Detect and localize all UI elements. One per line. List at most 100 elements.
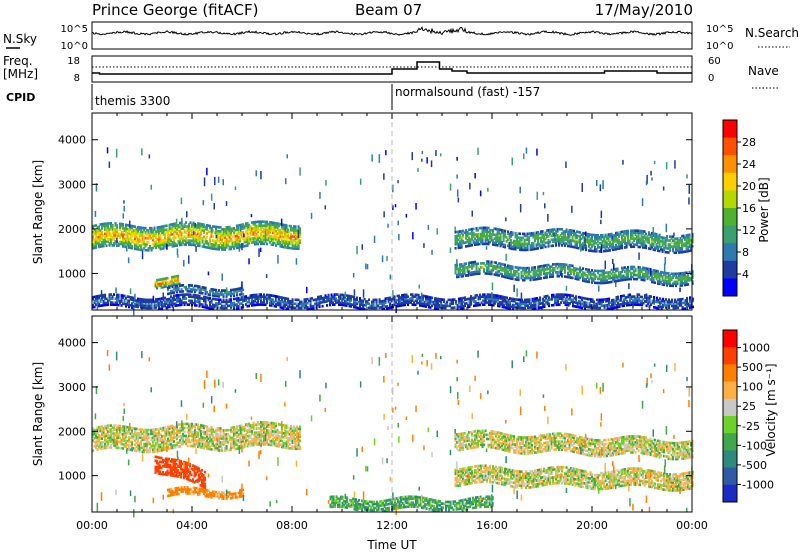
power-cell bbox=[615, 304, 618, 307]
power-cell bbox=[162, 239, 165, 242]
power-cell bbox=[173, 244, 176, 248]
power-cell bbox=[309, 303, 312, 307]
power-cell bbox=[144, 232, 147, 236]
power-cell bbox=[101, 222, 104, 226]
power-cell bbox=[483, 297, 486, 300]
power-cell bbox=[487, 187, 489, 192]
power-cell bbox=[189, 235, 192, 238]
power-cell bbox=[537, 237, 540, 240]
power-cell bbox=[691, 244, 694, 248]
power-cell bbox=[182, 227, 185, 231]
power-cell bbox=[395, 304, 397, 314]
power-cell bbox=[287, 228, 290, 232]
power-cell bbox=[98, 239, 101, 243]
power-cell bbox=[543, 276, 546, 280]
power-cell bbox=[516, 270, 519, 273]
power-cell bbox=[147, 247, 150, 250]
power-cell bbox=[125, 241, 128, 245]
power-cell bbox=[549, 265, 552, 269]
power-cell bbox=[654, 275, 657, 279]
power-cell bbox=[612, 278, 615, 282]
power-cell bbox=[377, 304, 380, 308]
power-cell bbox=[597, 238, 600, 241]
power-cell bbox=[401, 304, 404, 307]
power-cell bbox=[341, 303, 344, 307]
power-cell bbox=[387, 298, 390, 302]
power-cell bbox=[326, 298, 329, 301]
power-cell bbox=[137, 301, 140, 305]
power-cell bbox=[506, 306, 509, 310]
power-cell bbox=[452, 306, 455, 310]
power-cell bbox=[456, 275, 459, 279]
power-cell bbox=[206, 224, 209, 227]
power-cell bbox=[123, 294, 126, 298]
power-cell bbox=[401, 296, 404, 299]
power-cell bbox=[621, 304, 624, 308]
power-cell bbox=[685, 279, 688, 283]
power-cell bbox=[387, 300, 390, 304]
power-cell bbox=[573, 271, 576, 274]
power-cell bbox=[603, 304, 606, 307]
power-cell bbox=[450, 302, 453, 306]
power-cell bbox=[107, 240, 110, 243]
power-cell bbox=[502, 245, 505, 249]
power-cell bbox=[218, 289, 221, 292]
power-cell bbox=[137, 228, 140, 231]
power-cell bbox=[459, 240, 462, 243]
power-cell bbox=[664, 236, 667, 240]
power-cell bbox=[597, 240, 600, 243]
power-cell bbox=[573, 296, 576, 300]
power-cell bbox=[185, 243, 188, 246]
power-cell bbox=[467, 303, 470, 307]
power-cell bbox=[687, 304, 690, 308]
power-cell bbox=[474, 243, 477, 247]
power-cell bbox=[336, 299, 339, 302]
power-cell bbox=[642, 232, 645, 235]
power-cell bbox=[126, 223, 129, 227]
power-cell bbox=[594, 281, 597, 285]
power-cell bbox=[426, 295, 429, 299]
power-cell bbox=[246, 234, 249, 237]
power-cell bbox=[291, 235, 294, 238]
power-cell bbox=[260, 220, 263, 224]
power-cell bbox=[611, 301, 614, 304]
power-cell bbox=[642, 230, 645, 233]
power-cell bbox=[257, 236, 260, 240]
power-cell bbox=[99, 235, 102, 238]
power-cell bbox=[465, 274, 468, 277]
power-cell bbox=[552, 228, 555, 231]
power-cell bbox=[104, 293, 107, 297]
power-cell bbox=[195, 300, 198, 303]
power-cell bbox=[471, 233, 474, 237]
power-cell bbox=[602, 298, 605, 302]
power-cell bbox=[463, 264, 466, 268]
power-cell bbox=[236, 224, 239, 228]
power-cell bbox=[233, 245, 236, 248]
power-cell bbox=[594, 302, 597, 306]
power-cell bbox=[532, 268, 535, 271]
power-cell bbox=[676, 280, 679, 284]
power-cell bbox=[676, 241, 679, 244]
power-cell bbox=[482, 295, 485, 299]
power-cell bbox=[557, 299, 560, 303]
power-cell bbox=[162, 296, 165, 300]
power-cell bbox=[678, 245, 681, 248]
power-cell bbox=[359, 307, 362, 310]
power-cell bbox=[667, 243, 670, 246]
power-cell bbox=[454, 246, 457, 250]
power-cell bbox=[471, 267, 474, 270]
power-cell bbox=[525, 268, 528, 272]
power-cell bbox=[219, 238, 222, 241]
power-cell bbox=[669, 284, 672, 287]
power-cell bbox=[347, 298, 350, 302]
power-cell bbox=[603, 245, 606, 249]
power-cell bbox=[210, 307, 213, 310]
power-cell bbox=[200, 222, 203, 226]
power-cell bbox=[534, 299, 537, 302]
power-cell bbox=[585, 301, 588, 305]
power-cell bbox=[242, 305, 245, 309]
power-cell bbox=[574, 232, 577, 235]
power-cell bbox=[114, 230, 117, 233]
power-cell bbox=[402, 303, 405, 307]
power-cell bbox=[141, 234, 144, 238]
